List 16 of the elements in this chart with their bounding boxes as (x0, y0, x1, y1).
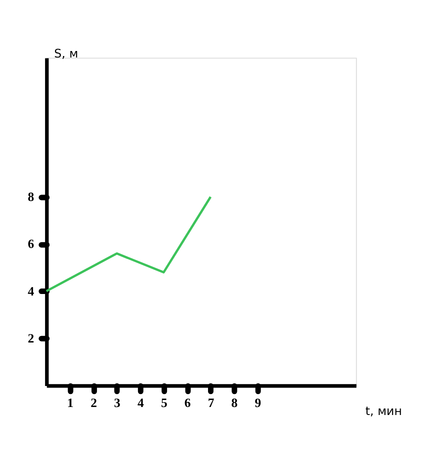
y-tick-label: 8 (28, 190, 34, 204)
x-tick-label: 5 (160, 396, 168, 410)
x-tick-label: 2 (90, 396, 97, 410)
line-series (45, 196, 212, 292)
x-tick-label: 9 (254, 396, 262, 410)
y-tick-label: 4 (28, 284, 35, 298)
x-tick-label: 6 (184, 396, 191, 410)
y-tick-label: 6 (28, 237, 34, 252)
y-axis-title: S, м (54, 46, 78, 60)
x-tick-label: 7 (208, 396, 215, 410)
x-tick-label: 1 (67, 396, 74, 410)
x-axis-title: t, мин (365, 404, 402, 418)
x-tick-label: 3 (114, 396, 120, 410)
x-tick-label: 8 (231, 396, 238, 410)
y-tick-label: 2 (28, 331, 34, 346)
x-tick-label: 4 (137, 396, 144, 410)
